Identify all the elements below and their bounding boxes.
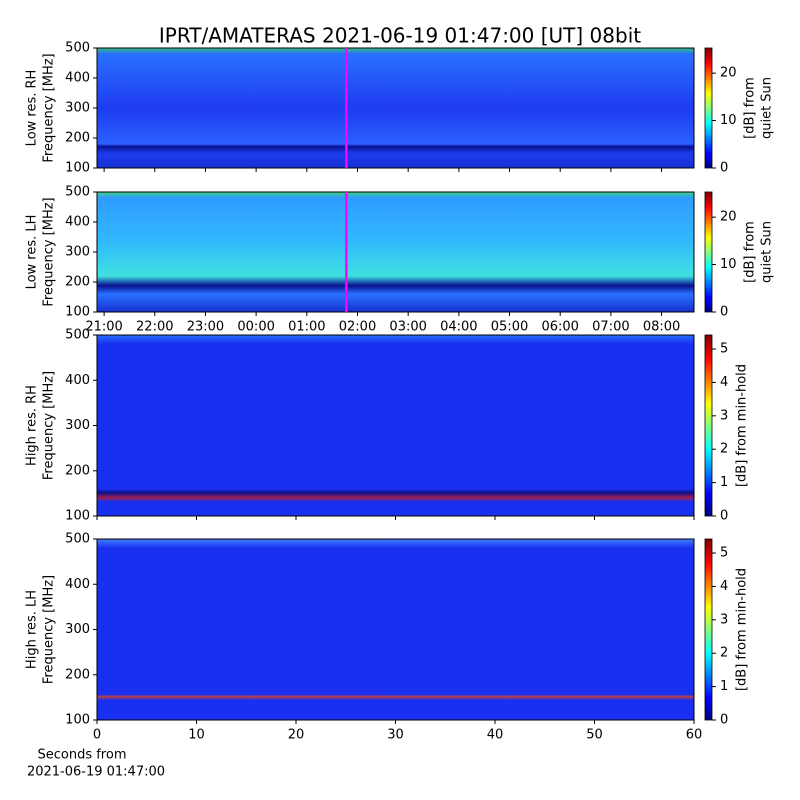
colorbar [704, 191, 713, 313]
y-tick-label: 200 [65, 463, 90, 478]
colorbar-tick-label: 5 [720, 546, 728, 561]
y-axis-label: Frequency [MHz] [42, 197, 57, 306]
x-tick-label: 23:00 [187, 320, 224, 335]
x-tick-label: 30 [387, 728, 404, 743]
colorbar [704, 47, 713, 169]
colorbar-label: [dB] from [743, 221, 758, 283]
x-tick-label: 22:00 [136, 320, 173, 335]
colorbar-tick-label: 3 [720, 612, 728, 627]
colorbar-tick-label: 4 [720, 579, 728, 594]
spectrogram [97, 335, 694, 516]
x-tick-label: 20 [288, 728, 305, 743]
colorbar-tick-label: 10 [720, 257, 737, 272]
y-tick-label: 300 [65, 418, 90, 433]
x-tick-label: 06:00 [541, 320, 578, 335]
colorbar-tick-label: 3 [720, 408, 728, 423]
colorbar-tick-label: 1 [720, 475, 728, 490]
x-tick-label: 60 [686, 728, 703, 743]
y-tick-label: 100 [65, 161, 90, 176]
colorbar-tick-label: 20 [720, 66, 737, 81]
y-tick-label: 200 [65, 275, 90, 290]
colorbar-label: [dB] from min-hold [735, 568, 750, 691]
x-tick-label: 08:00 [643, 320, 680, 335]
colorbar-tick-label: 0 [720, 161, 728, 176]
colorbar-tick-label: 4 [720, 375, 728, 390]
colorbar-tick-label: 2 [720, 442, 728, 457]
y-axis-label: Low res. RH [25, 70, 40, 147]
colorbar-tick-label: 5 [720, 342, 728, 357]
y-tick-label: 200 [65, 131, 90, 146]
x-tick-label: 40 [487, 728, 504, 743]
spectrogram [97, 539, 694, 720]
colorbar-tick-label: 20 [720, 210, 737, 225]
colorbar-tick-label: 0 [720, 713, 728, 728]
y-axis-label: Frequency [MHz] [42, 575, 57, 684]
y-axis-label: Frequency [MHz] [42, 371, 57, 480]
y-tick-label: 100 [65, 713, 90, 728]
x-tick-label: 03:00 [389, 320, 426, 335]
y-axis-label: Frequency [MHz] [42, 53, 57, 162]
x-tick-label: 04:00 [440, 320, 477, 335]
colorbar-label: quiet Sun [760, 221, 775, 283]
y-tick-label: 200 [65, 667, 90, 682]
colorbar-label: [dB] from min-hold [735, 364, 750, 487]
colorbar-label: [dB] from [743, 77, 758, 139]
y-axis-label: High res. RH [25, 385, 40, 466]
y-tick-label: 500 [65, 41, 90, 56]
colorbar-tick-label: 0 [720, 305, 728, 320]
x-tick-label: 10 [188, 728, 205, 743]
x-tick-label: 21:00 [85, 320, 122, 335]
y-tick-label: 500 [65, 185, 90, 200]
x-tick-label: 0 [93, 728, 101, 743]
y-tick-label: 300 [65, 622, 90, 637]
y-tick-label: 300 [65, 101, 90, 116]
y-axis-label: High res. LH [25, 590, 40, 669]
y-tick-label: 400 [65, 373, 90, 388]
x-tick-label: 07:00 [592, 320, 629, 335]
y-tick-label: 400 [65, 71, 90, 86]
x-tick-label: 00:00 [237, 320, 274, 335]
colorbar [704, 334, 713, 517]
y-tick-label: 500 [65, 328, 90, 343]
colorbar [704, 538, 713, 721]
spectrogram [97, 192, 694, 312]
y-tick-label: 100 [65, 305, 90, 320]
y-tick-label: 300 [65, 245, 90, 260]
colorbar-tick-label: 0 [720, 509, 728, 524]
y-tick-label: 500 [65, 532, 90, 547]
y-tick-label: 100 [65, 509, 90, 524]
colorbar-tick-label: 1 [720, 679, 728, 694]
y-tick-label: 400 [65, 577, 90, 592]
colorbar-tick-label: 10 [720, 113, 737, 128]
chart-title: IPRT/AMATERAS 2021-06-19 01:47:00 [UT] 0… [159, 24, 641, 48]
colorbar-label: quiet Sun [760, 77, 775, 139]
y-axis-label: Low res. LH [25, 215, 40, 290]
x-tick-label: 50 [586, 728, 603, 743]
x-tick-label: 02:00 [339, 320, 376, 335]
x-axis-label: Seconds from [37, 748, 126, 763]
colorbar-tick-label: 2 [720, 646, 728, 661]
x-axis-label: 2021-06-19 01:47:00 [27, 765, 165, 780]
x-tick-label: 01:00 [288, 320, 325, 335]
y-tick-label: 400 [65, 215, 90, 230]
spectrogram [97, 48, 694, 168]
x-tick-label: 05:00 [491, 320, 528, 335]
